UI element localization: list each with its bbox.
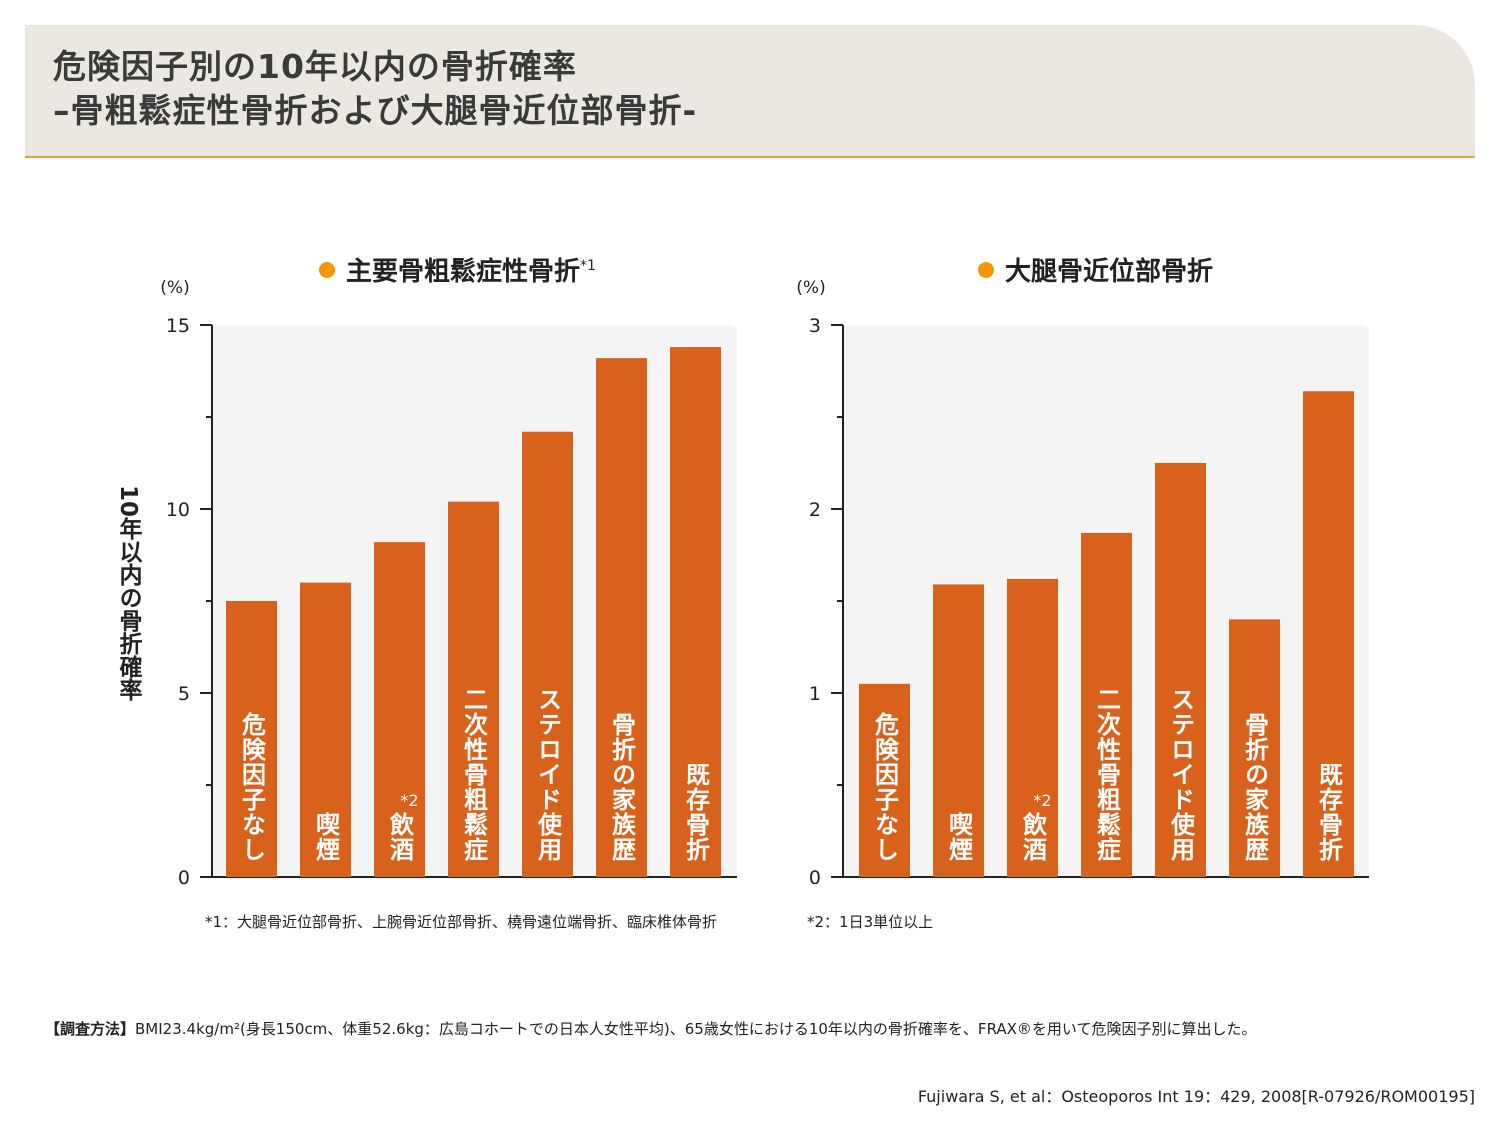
- y-tick-label: 0: [178, 867, 190, 889]
- y-tick-label: 1: [809, 683, 821, 705]
- method-label: 【調査方法】: [45, 1020, 136, 1038]
- bar-category-label: ステロイド使用: [1167, 687, 1196, 862]
- bar-category-note: *2: [400, 791, 418, 810]
- bar-category-label: 骨折の家族歴: [608, 712, 636, 862]
- bar-category-label: 飲酒: [386, 811, 415, 862]
- chart-title: 大腿骨近位部骨折: [1005, 256, 1213, 287]
- bar: [300, 582, 351, 877]
- bar: [596, 358, 647, 877]
- bar-category-label: 危険因子なし: [238, 711, 266, 862]
- footnote-2: *2：1日3単位以上: [807, 913, 934, 931]
- bar-category-note: *2: [1033, 791, 1051, 810]
- bar-category-label: 既存骨折: [1315, 762, 1343, 862]
- title-line-2: –骨粗鬆症性骨折および大腿骨近位部骨折-: [53, 91, 698, 130]
- y-tick-label: 2: [809, 499, 821, 521]
- y-axis-title: 10年以内の骨折確率: [115, 485, 143, 701]
- method-note: 【調査方法】BMI23.4kg/m²(身長150cm、体重52.6kg：広島コホ…: [45, 1018, 1256, 1039]
- footnote-1: *1：大腿骨近位部骨折、上腕骨近位部骨折、橈骨遠位端骨折、臨床椎体骨折: [205, 913, 718, 931]
- y-tick-label: 10: [166, 499, 190, 521]
- y-tick-label: 15: [166, 315, 190, 337]
- bar: [226, 601, 277, 877]
- y-tick-label: 0: [809, 867, 821, 889]
- title-bullet-icon: [978, 262, 994, 278]
- title-bullet-icon: [319, 262, 335, 278]
- bar-category-label: 既存骨折: [682, 762, 710, 862]
- bar: [522, 431, 573, 877]
- bar: [448, 501, 499, 877]
- citation: Fujiwara S, et al：Osteoporos Int 19：429,…: [917, 1087, 1475, 1106]
- bar: [859, 683, 910, 877]
- y-unit-label: (%): [160, 278, 189, 298]
- bar-category-label: 骨折の家族歴: [1241, 712, 1269, 862]
- method-text: BMI23.4kg/m²(身長150cm、体重52.6kg：広島コホートでの日本…: [135, 1020, 1257, 1038]
- bar-category-label: 飲酒: [1019, 811, 1048, 862]
- bar-category-label: 二次性骨粗鬆症: [460, 687, 488, 862]
- bar: [1081, 532, 1132, 877]
- chart-title: 主要骨粗鬆症性骨折*1: [346, 256, 596, 287]
- page-title: 危険因子別の10年以内の骨折確率 –骨粗鬆症性骨折および大腿骨近位部骨折-: [53, 45, 697, 133]
- title-note: *1: [580, 258, 596, 274]
- bar: [933, 584, 984, 877]
- bar: [1155, 463, 1206, 877]
- bar: [1303, 391, 1354, 877]
- y-unit-label: (%): [796, 278, 825, 298]
- bar: [1007, 578, 1058, 877]
- bar: [374, 542, 425, 877]
- bar: [670, 347, 721, 878]
- bar-category-label: ステロイド使用: [534, 687, 563, 862]
- bar-category-label: 二次性骨粗鬆症: [1093, 687, 1121, 862]
- bar-category-label: 喫煙: [312, 812, 340, 862]
- y-tick-label: 3: [809, 315, 821, 337]
- bar-category-label: 喫煙: [945, 812, 973, 862]
- bar: [1229, 619, 1280, 877]
- header-banner: 危険因子別の10年以内の骨折確率 –骨粗鬆症性骨折および大腿骨近位部骨折-: [25, 25, 1475, 158]
- bar-category-label: 危険因子なし: [871, 711, 899, 862]
- y-tick-label: 5: [178, 683, 190, 705]
- title-line-1: 危険因子別の10年以内の骨折確率: [53, 47, 577, 86]
